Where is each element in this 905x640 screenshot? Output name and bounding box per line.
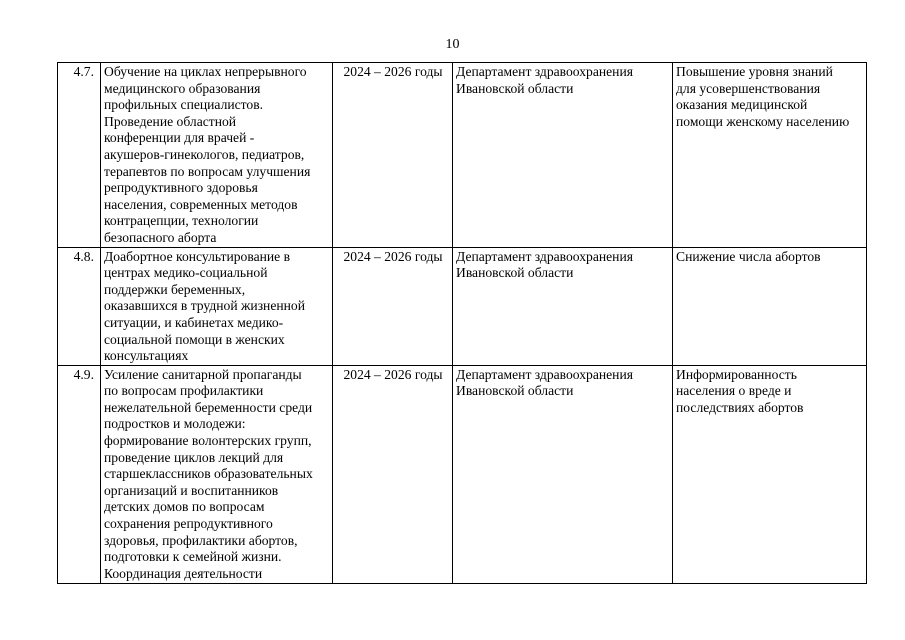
text-line: по вопросам профилактики [104, 383, 264, 399]
text-line: проведение циклов лекций для [104, 449, 284, 465]
text-line: поддержки беременных, [104, 281, 246, 297]
text-line: Департамент здравоохранения [456, 366, 633, 382]
activity-cell: Усиление санитарной пропаганды по вопроса… [100, 364, 333, 584]
text-line: центрах медико-социальной [104, 265, 268, 281]
activity-cell: Доабортное консультирование в центрах мед… [100, 246, 333, 366]
text-line: Ивановской области [456, 265, 574, 281]
text-line: профильных специалистов. [104, 97, 264, 113]
text-line: Информированность [676, 366, 797, 382]
text-line: контрацепции, технологии [104, 213, 259, 229]
table-row: 4.8. Доабортное консультирование в центрах… [57, 246, 867, 366]
text-line: терапевтов по вопросам улучшения [104, 163, 311, 179]
row-number: 4.8. [57, 246, 101, 366]
result-cell: Информированность населения о вреде и посл… [672, 364, 867, 584]
activity-cell: Обучение на циклах непрерывного медицинск… [100, 62, 333, 248]
text-line: Повышение уровня знаний [676, 64, 833, 79]
text-line: помощи женскому населению [676, 113, 850, 129]
text-line: консультациях [104, 348, 189, 364]
text-line: Снижение числа абортов [676, 248, 821, 264]
text-line: населения, современных методов [104, 196, 298, 212]
text-line: Координация деятельности [104, 565, 263, 581]
text-line: Департамент здравоохранения [456, 248, 633, 264]
text-line: социальной помощи в женских [104, 331, 285, 347]
result-cell: Снижение числа абортов [672, 246, 867, 366]
measures-table: 4.7. Обучение на циклах непрерывного медиц… [57, 62, 867, 584]
text-line: организаций и воспитанников [104, 482, 279, 498]
table-row: 4.9. Усиление санитарной пропаганды по воп… [57, 364, 867, 584]
text-line: подготовки к семейной жизни. [104, 549, 282, 565]
period-cell: 2024 – 2026 годы [332, 246, 453, 366]
period-cell: 2024 – 2026 годы [332, 364, 453, 584]
text-line: конференции для врачей - [104, 130, 255, 146]
text-line: старшеклассников образовательных [104, 466, 313, 482]
table-row: 4.7. Обучение на циклах непрерывного медиц… [57, 62, 867, 248]
page-number: 10 [445, 37, 460, 52]
text-line: медицинского образования [104, 80, 261, 96]
text-line: последствиях абортов [676, 399, 804, 415]
text-line: подростков и молодежи: [104, 416, 246, 432]
text-line: здоровья, профилактики абортов, [104, 532, 298, 548]
result-cell: Повышение уровня знаний для усовершенство… [672, 62, 867, 248]
text-line: 2024 – 2026 годы [343, 366, 443, 382]
text-line: акушеров-гинекологов, педиатров, [104, 146, 305, 162]
text-line: Ивановской области [456, 383, 574, 399]
text-line: ситуации, и кабинетах медико- [104, 314, 284, 330]
text-line: Доабортное консультирование в [104, 248, 291, 264]
text-line: оказания медицинской [676, 97, 808, 113]
executor-cell: Департамент здравоохранения Ивановской об… [452, 246, 673, 366]
text-line: Обучение на циклах непрерывного [104, 64, 307, 79]
executor-cell: Департамент здравоохранения Ивановской об… [452, 364, 673, 584]
row-number: 4.7. [57, 62, 101, 248]
text-line: населения о вреде и [676, 383, 792, 399]
executor-cell: Департамент здравоохранения Ивановской об… [452, 62, 673, 248]
text-line: оказавшихся в трудной жизненной [104, 298, 305, 314]
text-line: Департамент здравоохранения [456, 64, 633, 79]
text-line: Усиление санитарной пропаганды [104, 366, 302, 382]
text-line: репродуктивного здоровья [104, 180, 258, 196]
row-number: 4.9. [57, 364, 101, 584]
period-cell: 2024 – 2026 годы [332, 62, 453, 248]
text-line: детских домов по вопросам [104, 499, 265, 515]
text-line: формирование волонтерских групп, [104, 433, 312, 449]
text-line: безопасного аборта [104, 229, 217, 245]
text-line: Проведение областной [104, 113, 237, 129]
text-line: нежелательной беременности среди [104, 399, 313, 415]
text-line: сохранения репродуктивного [104, 516, 273, 532]
text-line: Ивановской области [456, 80, 574, 96]
text-line: 2024 – 2026 годы [343, 64, 443, 79]
text-line: для усовершенствования [676, 80, 821, 96]
text-line: 2024 – 2026 годы [343, 248, 443, 264]
